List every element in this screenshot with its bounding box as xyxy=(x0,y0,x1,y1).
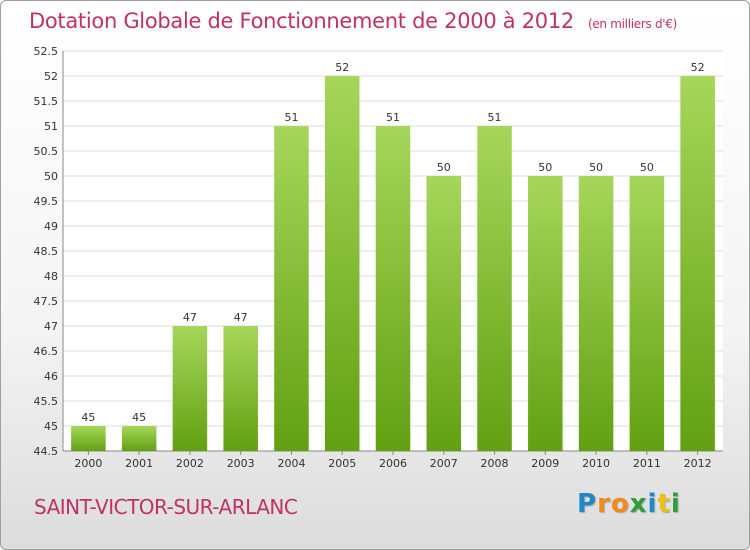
x-tick-label: 2004 xyxy=(277,457,305,470)
bar-value-label: 50 xyxy=(538,161,552,174)
chart-unit: (en milliers d'€) xyxy=(587,17,677,31)
y-tick-label: 46 xyxy=(44,370,58,383)
bar-value-label: 51 xyxy=(284,111,298,124)
y-tick-label: 52 xyxy=(44,70,58,83)
y-tick-label: 51.5 xyxy=(34,95,59,108)
logo-letter: i xyxy=(647,489,658,519)
y-tick-label: 52.5 xyxy=(34,45,59,58)
bar xyxy=(274,126,309,451)
y-tick-label: 51 xyxy=(44,120,58,133)
x-tick-label: 2003 xyxy=(227,457,255,470)
x-tick-label: 2011 xyxy=(633,457,661,470)
bar-value-label: 45 xyxy=(132,411,146,424)
y-tick-label: 50 xyxy=(44,170,58,183)
y-tick-label: 45 xyxy=(44,420,58,433)
logo-letter: o xyxy=(610,489,630,519)
proxiti-logo: Proxiti xyxy=(577,489,681,519)
y-tick-label: 50.5 xyxy=(34,145,59,158)
logo-letter: P xyxy=(577,489,598,519)
bar-value-label: 50 xyxy=(589,161,603,174)
bar xyxy=(629,176,665,451)
bar xyxy=(172,326,208,451)
commune-name: SAINT-VICTOR-SUR-ARLANC xyxy=(34,495,298,519)
logo-letter: x xyxy=(629,489,648,519)
logo-letter: t xyxy=(657,489,671,519)
x-tick-label: 2000 xyxy=(74,457,102,470)
x-tick-label: 2005 xyxy=(328,457,356,470)
bar-value-label: 50 xyxy=(640,161,654,174)
y-tick-label: 45.5 xyxy=(34,395,59,408)
chart-title-text: Dotation Globale de Fonctionnement de 20… xyxy=(29,9,574,33)
y-tick-label: 48 xyxy=(44,270,58,283)
bar-value-label: 45 xyxy=(81,411,95,424)
x-tick-label: 2012 xyxy=(684,457,712,470)
bar-value-label: 51 xyxy=(386,111,400,124)
bar-value-label: 52 xyxy=(691,61,705,74)
x-tick-label: 2010 xyxy=(582,457,610,470)
bar xyxy=(375,126,411,451)
x-tick-label: 2009 xyxy=(531,457,559,470)
y-tick-label: 44.5 xyxy=(34,445,59,458)
x-tick-label: 2001 xyxy=(125,457,153,470)
chart-title: Dotation Globale de Fonctionnement de 20… xyxy=(29,9,677,33)
bar xyxy=(324,76,360,451)
y-tick-label: 49 xyxy=(44,220,58,233)
bar xyxy=(426,176,462,451)
x-tick-label: 2006 xyxy=(379,457,407,470)
bar xyxy=(477,126,512,451)
y-tick-label: 48.5 xyxy=(34,245,59,258)
logo-letter: i xyxy=(670,489,681,519)
bar xyxy=(223,326,258,451)
x-tick-label: 2008 xyxy=(481,457,509,470)
y-tick-label: 47.5 xyxy=(34,295,59,308)
bar xyxy=(578,176,614,451)
x-tick-label: 2002 xyxy=(176,457,204,470)
bar xyxy=(528,176,563,451)
logo-letter: r xyxy=(597,489,611,519)
bar-value-label: 47 xyxy=(183,311,197,324)
x-tick-label: 2007 xyxy=(430,457,458,470)
y-tick-label: 47 xyxy=(44,320,58,333)
bar-value-label: 50 xyxy=(437,161,451,174)
bar-value-label: 51 xyxy=(488,111,502,124)
bar xyxy=(680,76,715,451)
y-tick-label: 49.5 xyxy=(34,195,59,208)
bar-value-label: 52 xyxy=(335,61,349,74)
bar xyxy=(71,426,106,451)
y-tick-label: 46.5 xyxy=(34,345,59,358)
bar xyxy=(121,426,157,451)
bar-value-label: 47 xyxy=(234,311,248,324)
